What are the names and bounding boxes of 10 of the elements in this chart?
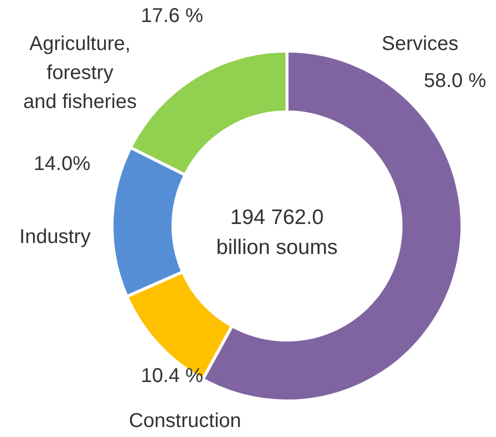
data-label: 58.0 % xyxy=(424,70,486,92)
slice-label: Construction xyxy=(128,410,242,432)
data-label: 17.6 % xyxy=(140,5,204,27)
slice-label: Agriculture, forestry and fisheries xyxy=(23,33,137,113)
data-label: 14.0% xyxy=(34,153,91,175)
text: billion soums xyxy=(216,236,338,259)
data-label: 10.4 % xyxy=(140,365,204,387)
slice-label: Industry xyxy=(19,226,91,248)
slice-label: Services xyxy=(382,33,458,55)
text: 194 762.0 xyxy=(230,206,324,229)
